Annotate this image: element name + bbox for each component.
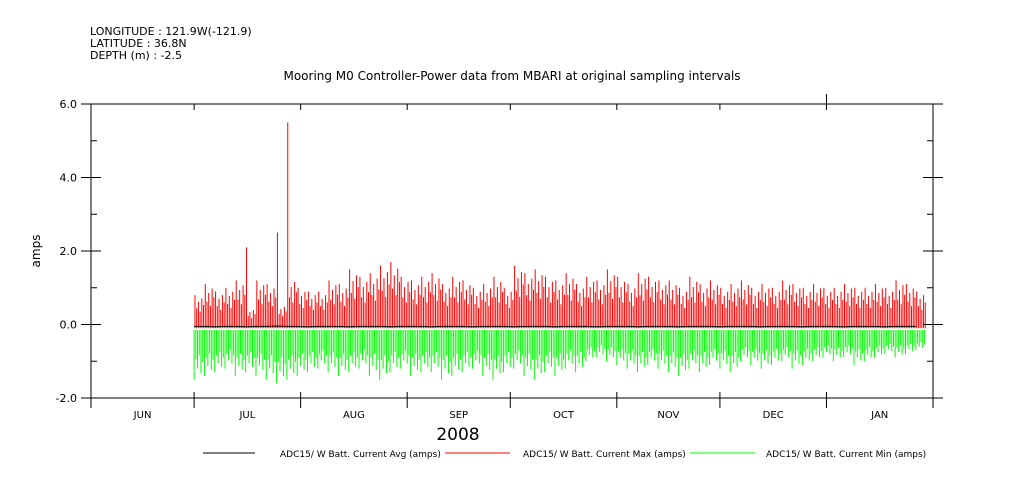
avg-series-line <box>194 325 916 328</box>
y-tick-label: 4.0 <box>60 172 78 185</box>
y-tick-label: 6.0 <box>60 98 78 111</box>
depth-label: DEPTH (m) : -2.5 <box>90 49 182 62</box>
x-tick-label: JUL <box>238 410 255 421</box>
y-tick-label: 0.0 <box>60 319 78 332</box>
x-tick-label: JUN <box>133 410 152 421</box>
x-tick-label: DEC <box>763 410 784 421</box>
x-tick-label: AUG <box>343 410 365 421</box>
y-tick-label: -2.0 <box>56 392 77 405</box>
chart-title: Mooring M0 Controller-Power data from MB… <box>283 69 740 83</box>
legend-label-avg: ADC15/ W Batt. Current Avg (amps) <box>280 450 441 460</box>
x-tick-label: NOV <box>657 410 679 421</box>
x-tick-label: OCT <box>553 410 575 421</box>
latitude-label: LATITUDE : 36.8N <box>90 37 187 50</box>
x-tick-label: SEP <box>449 410 468 421</box>
longitude-label: LONGITUDE : 121.9W(-121.9) <box>90 25 252 38</box>
y-tick-label: 2.0 <box>60 245 78 258</box>
x-axis-label: 2008 <box>436 425 479 445</box>
y-axis-label: amps <box>29 235 43 268</box>
legend-label-max: ADC15/ W Batt. Current Max (amps) <box>523 450 686 460</box>
x-tick-label: JAN <box>870 410 888 421</box>
legend-label-min: ADC15/ W Batt. Current Min (amps) <box>766 450 926 460</box>
